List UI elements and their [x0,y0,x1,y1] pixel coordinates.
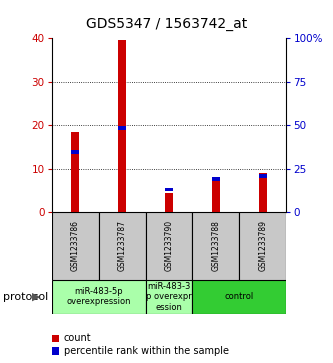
Text: GSM1233787: GSM1233787 [118,220,127,272]
Bar [259,173,267,212]
Bar [165,188,173,191]
Bar [52,212,99,280]
Text: GSM1233786: GSM1233786 [71,220,80,272]
Text: protocol: protocol [3,292,49,302]
Text: percentile rank within the sample: percentile rank within the sample [64,346,229,356]
Text: GSM1233789: GSM1233789 [258,220,267,272]
Bar [118,40,126,212]
Bar [71,151,79,154]
Bar [99,212,146,280]
Text: GDS5347 / 1563742_at: GDS5347 / 1563742_at [86,17,247,30]
Bar [71,132,79,212]
Text: control: control [225,292,254,301]
Text: GSM1233788: GSM1233788 [211,220,220,272]
Bar [146,212,192,280]
Text: miR-483-3
p overexpr
ession: miR-483-3 p overexpr ession [146,282,192,312]
Bar [192,280,286,314]
Bar [212,180,220,212]
Bar [239,212,286,280]
Bar [165,193,173,212]
Bar [192,212,239,280]
Text: miR-483-5p
overexpression: miR-483-5p overexpression [66,287,131,306]
Bar [52,280,146,314]
Bar [118,126,126,130]
Bar [146,280,192,314]
Text: GSM1233790: GSM1233790 [165,220,173,272]
Text: ▶: ▶ [32,292,40,302]
Bar [259,175,267,178]
Bar [212,177,220,181]
Text: count: count [64,333,92,343]
